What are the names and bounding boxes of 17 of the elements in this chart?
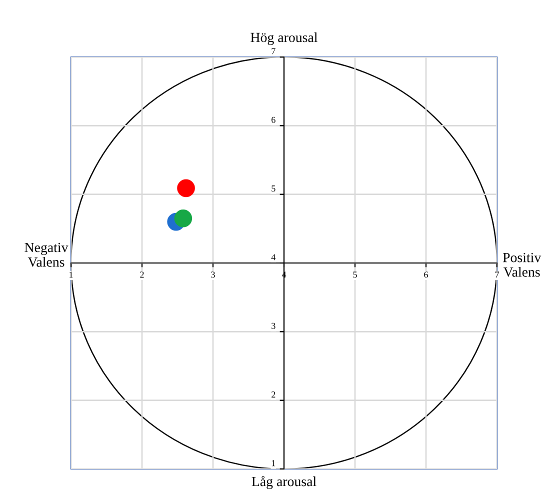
x-tick-label: 2 — [140, 272, 144, 278]
y-tick-label: 1 — [272, 460, 276, 466]
y-tick-label: 5 — [272, 186, 276, 192]
x-tick-label: 1 — [70, 272, 73, 278]
y-tick-label: 3 — [272, 322, 276, 329]
y-axis-title: Negativ Valens — [24, 242, 68, 267]
y-tick-label: 4 — [271, 254, 276, 260]
y-tick-label: 6 — [272, 116, 276, 123]
y-tick-label: 7 — [272, 48, 276, 54]
x-tick-label: 3 — [211, 272, 215, 278]
x-tick-label: 7 — [495, 272, 499, 278]
x-tick-label: 5 — [353, 272, 357, 278]
x-axis-title: Låg arousal — [252, 476, 316, 490]
y2-axis-title: Positiv Valens — [502, 252, 542, 277]
x-tick-label: 6 — [424, 272, 428, 278]
y-tick-label: 2 — [272, 391, 276, 398]
chart-title: Hög arousal — [250, 32, 318, 45]
